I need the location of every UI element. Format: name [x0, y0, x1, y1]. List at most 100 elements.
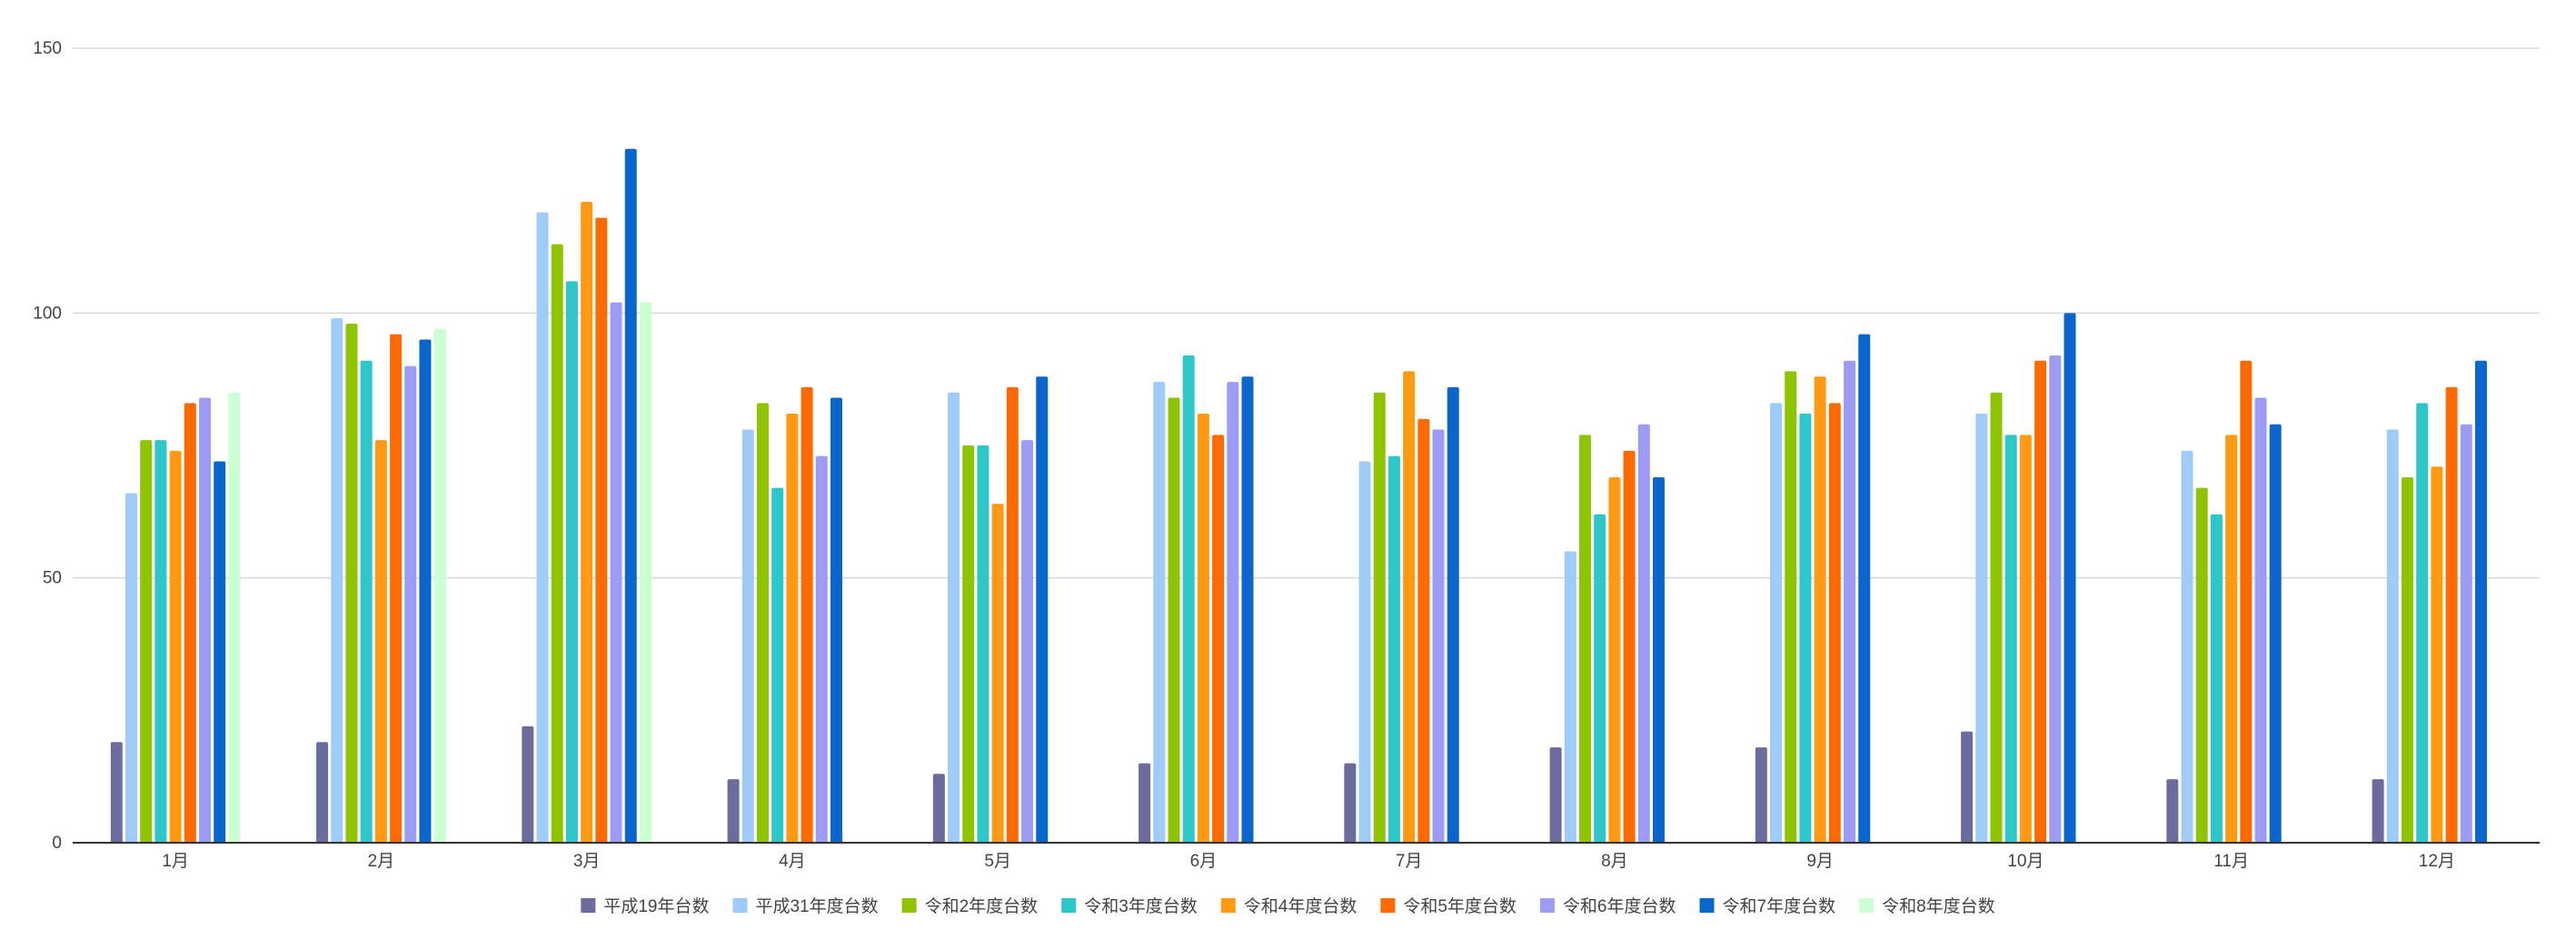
- bar-4-3: [756, 403, 769, 843]
- legend-label: 平成31年度台数: [755, 896, 878, 916]
- bar-3-7: [610, 302, 622, 843]
- bar-6-4: [1182, 355, 1195, 843]
- legend-swatch-1: [581, 898, 596, 913]
- x-tick-label: 7月: [1396, 852, 1423, 871]
- bar-3-6: [595, 217, 608, 843]
- x-tick-label: 10月: [2007, 852, 2044, 871]
- y-tick-label: 0: [52, 834, 62, 853]
- legend-label: 令和8年度台数: [1882, 896, 1995, 916]
- legend: 平成19年台数 平成31年度台数 令和2年度台数 令和3年度台数 令和4年度台数 令和5年…: [581, 896, 1995, 916]
- bar-6-8: [1241, 376, 1254, 844]
- bar-5-1: [932, 774, 945, 843]
- bar-6-6: [1212, 435, 1225, 843]
- legend-swatch-5: [1220, 898, 1236, 913]
- legend-swatch-3: [901, 898, 917, 913]
- bar-2-1: [316, 742, 329, 843]
- bar-11-3: [2195, 487, 2208, 843]
- x-tick-label: 4月: [779, 852, 806, 871]
- bar-11-7: [2254, 397, 2267, 843]
- legend-swatch-7: [1539, 898, 1555, 913]
- bar-2-7: [404, 365, 417, 844]
- bar-8-1: [1549, 747, 1562, 843]
- bar-8-5: [1608, 476, 1621, 843]
- bar-10-3: [1990, 392, 2003, 843]
- bar-7-3: [1373, 392, 1386, 843]
- bar-2-2: [331, 318, 343, 843]
- bar-5-6: [1006, 386, 1019, 843]
- bar-1-1: [110, 742, 123, 843]
- bar-10-4: [2004, 435, 2017, 843]
- x-tick-label: 12月: [2419, 852, 2455, 871]
- y-tick-label: 100: [33, 304, 62, 323]
- bar-9-4: [1799, 414, 1812, 843]
- y-tick-label: 150: [33, 39, 62, 58]
- legend-label: 令和6年度台数: [1563, 896, 1676, 916]
- bar-10-2: [1975, 414, 1988, 843]
- bar-1-5: [169, 450, 182, 843]
- bar-7-8: [1447, 386, 1459, 843]
- legend-label: 平成19年台数: [603, 896, 709, 916]
- axes: 0 50 100 150 1月 2月 3月 4月 5月 6月 7月 8月 9月 10月 11月 12月: [33, 39, 2540, 871]
- bar-12-6: [2445, 386, 2458, 843]
- x-tick-label: 2月: [368, 852, 395, 871]
- x-tick-label: 3月: [573, 852, 601, 871]
- bar-12-8: [2474, 360, 2487, 844]
- y-tick-label: 50: [43, 569, 62, 588]
- bar-7-4: [1387, 455, 1400, 843]
- legend-label: 令和3年度台数: [1084, 896, 1198, 916]
- bar-9-2: [1770, 403, 1783, 843]
- bar-8-7: [1637, 424, 1650, 843]
- bars: [110, 148, 2487, 844]
- legend-swatch-2: [732, 898, 748, 913]
- bar-12-2: [2386, 429, 2399, 843]
- bar-5-7: [1021, 440, 1034, 843]
- bar-10-5: [2019, 435, 2032, 843]
- x-tick-label: 11月: [2213, 852, 2249, 871]
- bar-11-2: [2181, 450, 2193, 843]
- bar-10-7: [2049, 355, 2062, 843]
- bar-3-1: [522, 725, 534, 843]
- bar-8-2: [1564, 551, 1576, 843]
- bar-4-6: [801, 386, 813, 843]
- bar-6-7: [1227, 382, 1239, 843]
- bar-2-4: [360, 360, 373, 844]
- bar-9-5: [1814, 376, 1826, 844]
- bar-7-2: [1358, 461, 1371, 843]
- legend-swatch-8: [1699, 898, 1715, 913]
- bar-11-4: [2210, 514, 2223, 843]
- bar-1-7: [199, 397, 212, 843]
- bar-9-6: [1828, 403, 1841, 843]
- bar-4-1: [727, 779, 740, 843]
- legend-label: 令和4年度台数: [1244, 896, 1358, 916]
- legend-label: 令和2年度台数: [925, 896, 1039, 916]
- bar-7-7: [1432, 429, 1445, 843]
- bar-9-8: [1858, 334, 1871, 843]
- bar-6-3: [1168, 397, 1180, 843]
- bar-5-2: [948, 392, 960, 843]
- bar-1-6: [184, 403, 196, 843]
- bar-12-5: [2431, 466, 2443, 843]
- bar-3-9: [639, 302, 651, 843]
- bar-9-1: [1755, 747, 1767, 843]
- bar-12-3: [2401, 476, 2413, 843]
- bar-5-4: [977, 445, 990, 843]
- bar-3-5: [581, 201, 593, 843]
- bar-8-4: [1594, 514, 1606, 843]
- bar-2-3: [345, 323, 358, 843]
- bar-7-5: [1403, 371, 1416, 844]
- x-tick-label: 5月: [984, 852, 1011, 871]
- bar-12-7: [2460, 424, 2472, 843]
- bar-11-5: [2225, 435, 2238, 843]
- legend-label: 令和5年度台数: [1403, 896, 1517, 916]
- bar-6-5: [1197, 414, 1209, 843]
- bar-1-9: [228, 392, 241, 843]
- bar-10-8: [2064, 313, 2076, 843]
- bar-12-4: [2416, 403, 2429, 843]
- bar-2-9: [433, 328, 446, 843]
- legend-swatch-4: [1061, 898, 1077, 913]
- bar-4-4: [771, 487, 784, 843]
- bar-12-1: [2372, 779, 2384, 843]
- x-tick-label: 6月: [1190, 852, 1218, 871]
